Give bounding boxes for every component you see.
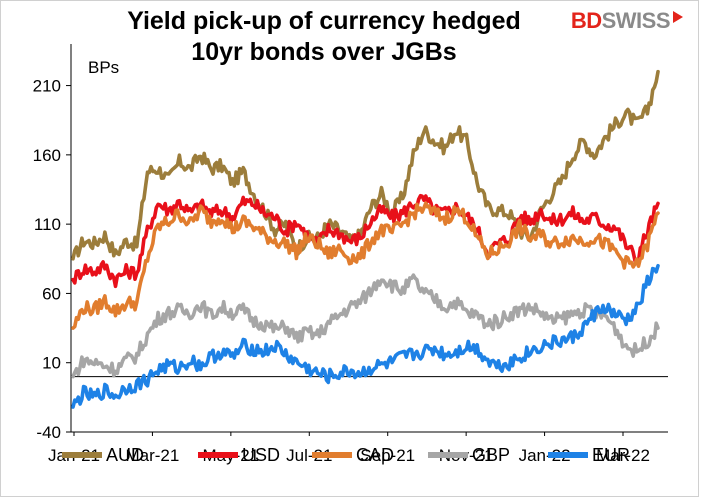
logo-flag-icon xyxy=(673,11,683,23)
legend-item-gbp: GBP xyxy=(428,444,510,466)
legend-label: EUR xyxy=(592,444,631,465)
y-tick-label: 60 xyxy=(42,284,61,303)
chart-legend: AUD USD CAD GBP EUR xyxy=(0,444,701,474)
logo-part2: SWISS xyxy=(601,8,671,33)
y-tick-label: -40 xyxy=(36,423,61,442)
logo-part1: BD xyxy=(570,8,602,33)
series-line-gbp xyxy=(71,273,660,379)
chart-title-line1: Yield pick-up of currency hedged xyxy=(127,7,521,35)
x-tick-label: Jan-22 xyxy=(519,446,571,465)
legend-item-cad: CAD xyxy=(312,444,394,466)
legend-label: USD xyxy=(242,444,281,465)
legend-swatch xyxy=(62,452,102,458)
legend-label: CAD xyxy=(356,444,395,465)
y-tick-label: 160 xyxy=(33,146,61,165)
y-tick-label: 210 xyxy=(33,77,61,96)
legend-item-usd: USD xyxy=(198,444,280,466)
y-axis-label: BPs xyxy=(88,58,119,77)
x-tick-label: Sep-21 xyxy=(360,446,415,465)
legend-label: GBP xyxy=(472,444,511,465)
legend-swatch xyxy=(198,452,238,458)
legend-item-aud: AUD xyxy=(62,444,144,466)
chart-title: Yield pick-up of currency hedged 10yr bo… xyxy=(84,6,564,68)
legend-swatch xyxy=(428,452,468,458)
series-line-aud xyxy=(71,69,660,261)
y-tick-label: 110 xyxy=(34,215,61,234)
bdswiss-logo: BD SWISS xyxy=(571,8,683,34)
legend-swatch xyxy=(548,452,588,458)
legend-swatch xyxy=(312,452,352,458)
x-tick-label: Jul-21 xyxy=(286,446,332,465)
legend-item-eur: EUR xyxy=(548,444,630,466)
series-line-usd xyxy=(71,193,660,289)
chart-title-line2: 10yr bonds over JGBs xyxy=(191,38,457,66)
x-tick-label: Mar-22 xyxy=(596,446,650,465)
y-tick-label: 10 xyxy=(42,354,61,373)
x-tick-label: Mar-21 xyxy=(125,446,179,465)
series-line-eur xyxy=(71,263,660,409)
series-line-cad xyxy=(71,201,660,330)
legend-label: AUD xyxy=(106,444,145,465)
